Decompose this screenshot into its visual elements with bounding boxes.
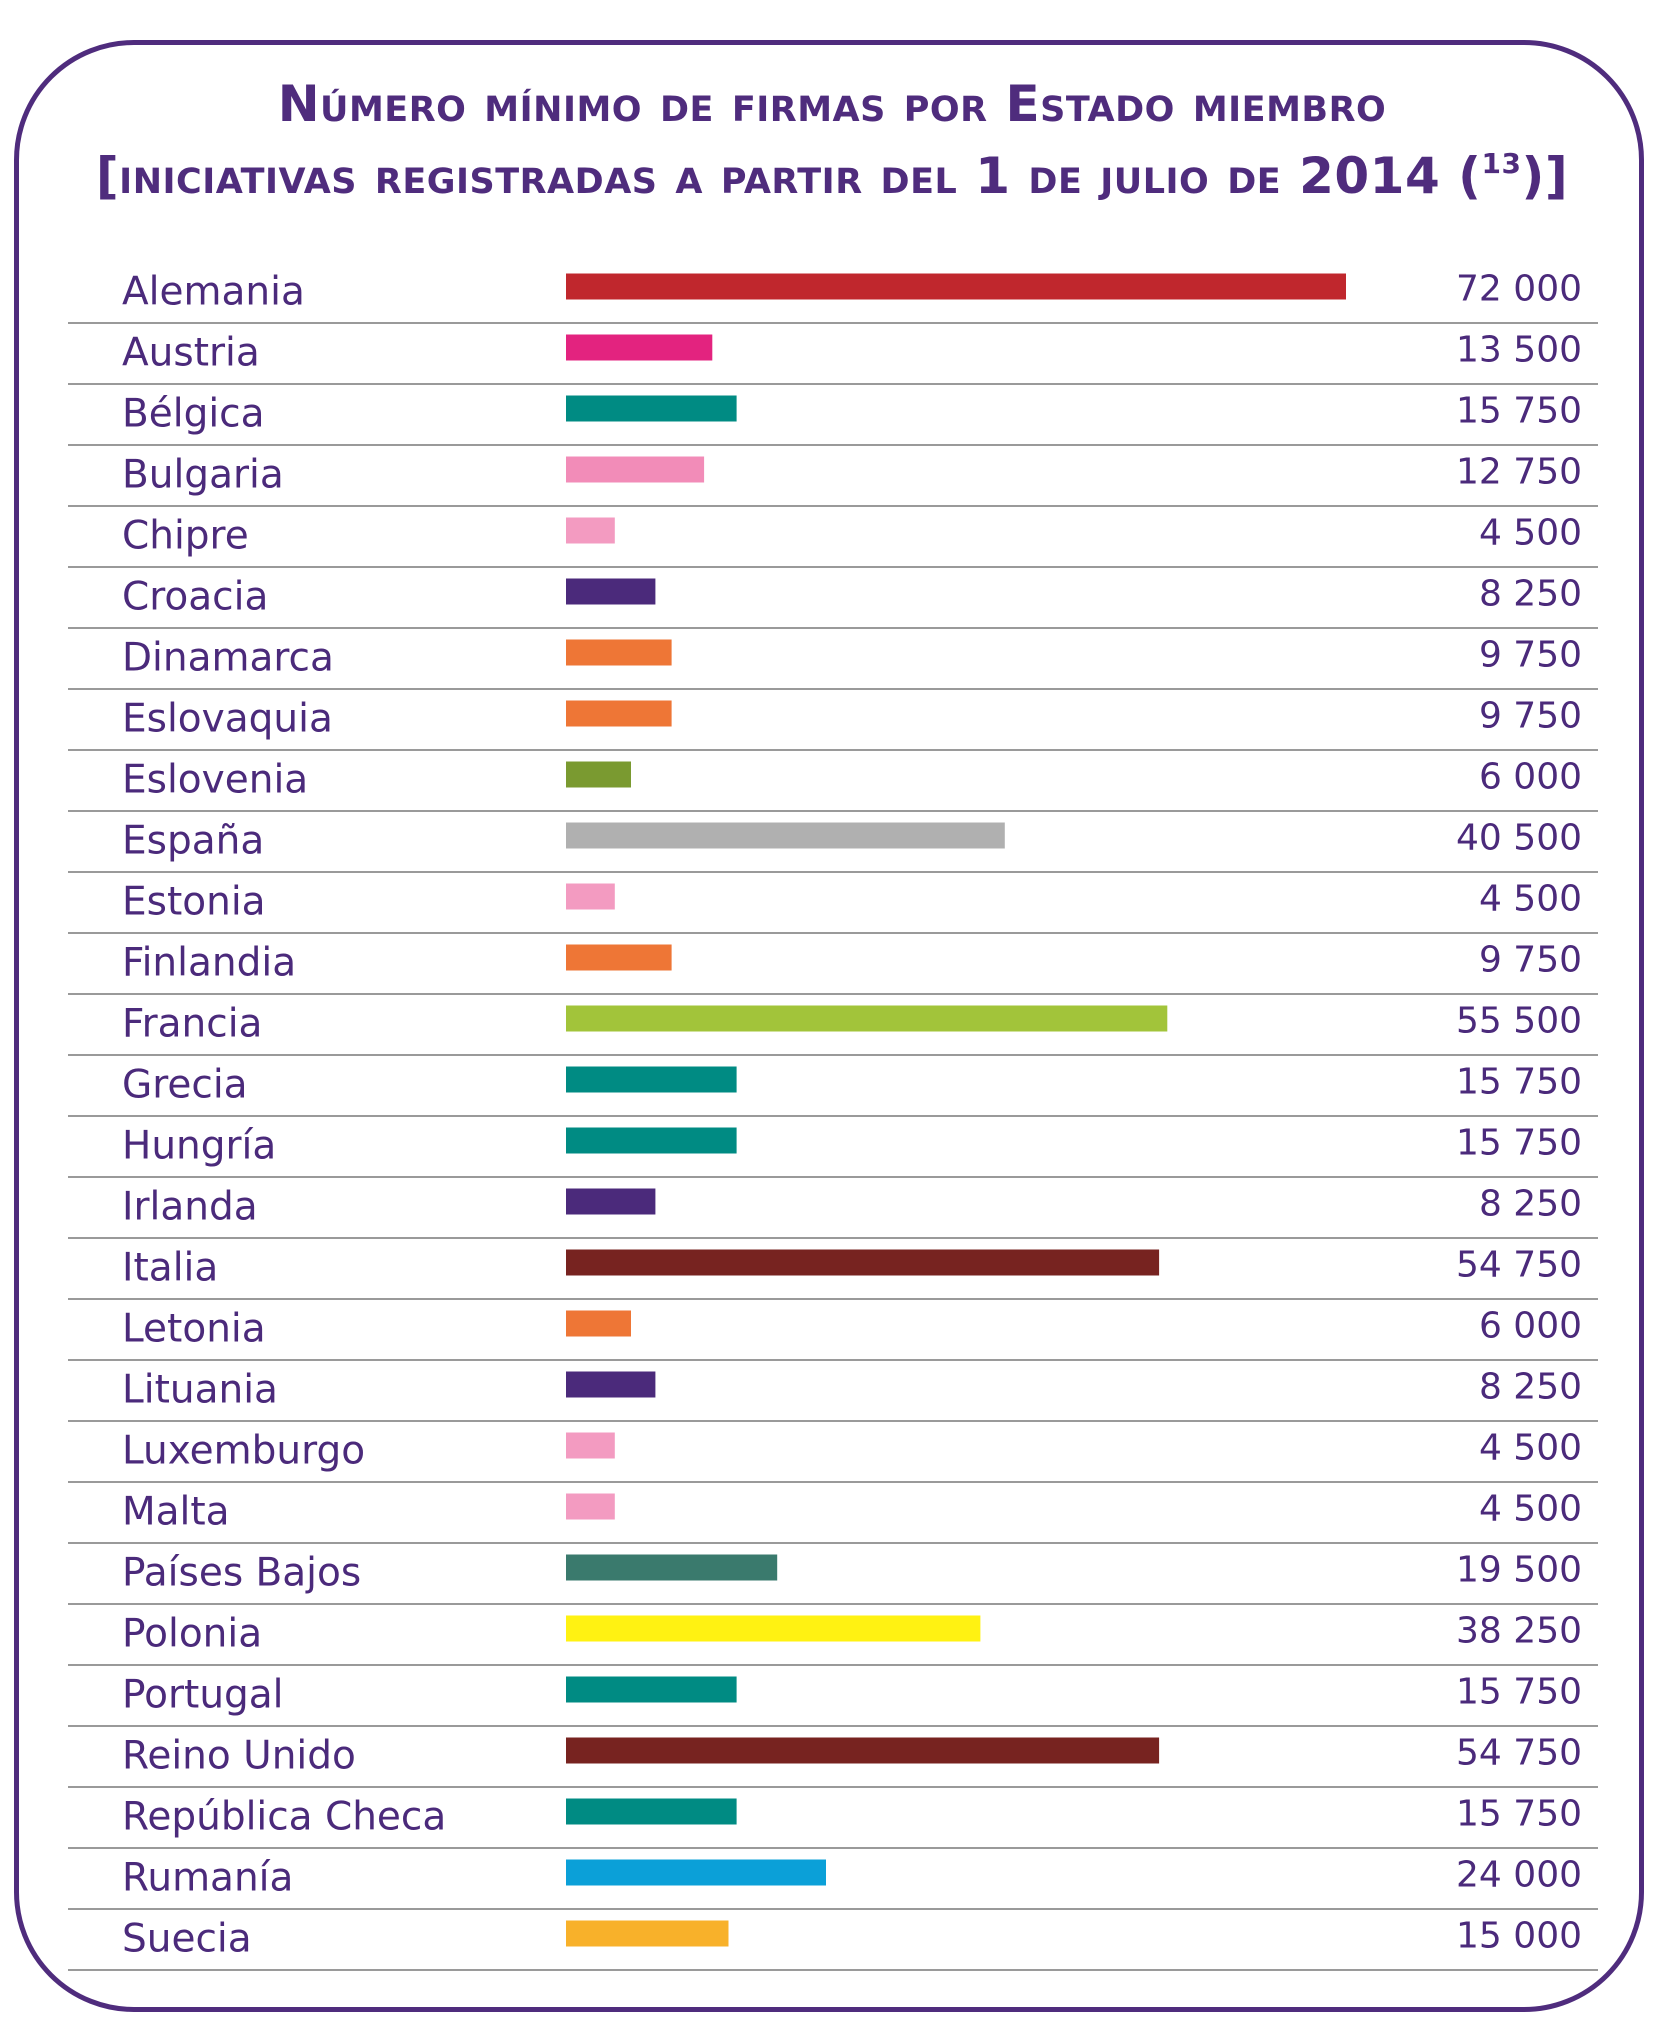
category-label: Bélgica xyxy=(122,392,265,437)
bar xyxy=(566,883,615,910)
footnote-marker: 13 xyxy=(1481,147,1522,180)
bar xyxy=(566,1188,656,1215)
category-label: Chipre xyxy=(122,514,249,559)
bar xyxy=(566,334,713,361)
value-label: 4 500 xyxy=(1479,1428,1582,1469)
value-label: 15 750 xyxy=(1456,1672,1582,1713)
value-label: 8 250 xyxy=(1479,1184,1582,1225)
value-label: 4 500 xyxy=(1479,513,1582,554)
value-label: 15 750 xyxy=(1456,1062,1582,1103)
value-label: 15 000 xyxy=(1456,1916,1582,1957)
chart-title: Número mínimo de firmas por Estado miemb… xyxy=(0,68,1664,212)
value-label: 8 250 xyxy=(1479,574,1582,615)
title-line-2-text: [iniciativas registradas a partir del 1 … xyxy=(95,147,1482,205)
bar xyxy=(566,395,737,422)
value-label: 24 000 xyxy=(1456,1855,1582,1896)
category-label: Portugal xyxy=(122,1673,284,1718)
category-label: Irlanda xyxy=(122,1185,258,1230)
value-label: 6 000 xyxy=(1479,1306,1582,1347)
bar xyxy=(566,273,1346,300)
value-label: 72 000 xyxy=(1456,269,1582,310)
value-label: 15 750 xyxy=(1456,1794,1582,1835)
category-label: Francia xyxy=(122,1002,262,1047)
value-label: 8 250 xyxy=(1479,1367,1582,1408)
category-label: Países Bajos xyxy=(122,1551,361,1596)
value-label: 54 750 xyxy=(1456,1245,1582,1286)
category-label: España xyxy=(122,819,264,864)
bar xyxy=(566,456,705,483)
bar xyxy=(566,1005,1168,1032)
bar xyxy=(566,1737,1160,1764)
bar xyxy=(566,1432,615,1459)
category-label: Eslovaquia xyxy=(122,697,333,742)
category-label: Finlandia xyxy=(122,941,296,986)
category-label: Grecia xyxy=(122,1063,248,1108)
category-label: Alemania xyxy=(122,270,305,315)
bar xyxy=(566,1676,737,1703)
category-label: Suecia xyxy=(122,1917,252,1962)
bar xyxy=(566,822,1005,849)
category-label: Croacia xyxy=(122,575,268,620)
category-label: Lituania xyxy=(122,1368,278,1413)
category-label: República Checa xyxy=(122,1795,446,1840)
value-label: 4 500 xyxy=(1479,1489,1582,1530)
title-line-1: Número mínimo de firmas por Estado miemb… xyxy=(277,75,1387,133)
value-label: 15 750 xyxy=(1456,1123,1582,1164)
value-label: 40 500 xyxy=(1456,818,1582,859)
bar xyxy=(566,578,656,605)
value-label: 38 250 xyxy=(1456,1611,1582,1652)
value-label: 15 750 xyxy=(1456,391,1582,432)
category-label: Reino Unido xyxy=(122,1734,356,1779)
category-label: Austria xyxy=(122,331,260,376)
bar xyxy=(566,1920,729,1947)
bar xyxy=(566,1554,778,1581)
bar xyxy=(566,1615,981,1642)
category-label: Letonia xyxy=(122,1307,266,1352)
title-line-2: [iniciativas registradas a partir del 1 … xyxy=(0,140,1664,212)
category-label: Dinamarca xyxy=(122,636,334,681)
bar xyxy=(566,1493,615,1520)
value-label: 54 750 xyxy=(1456,1733,1582,1774)
value-label: 13 500 xyxy=(1456,330,1582,371)
bar xyxy=(566,1371,656,1398)
bar xyxy=(566,1310,631,1337)
value-label: 4 500 xyxy=(1479,879,1582,920)
category-label: Bulgaria xyxy=(122,453,284,498)
category-label: Italia xyxy=(122,1246,218,1291)
bar xyxy=(566,1127,737,1154)
category-label: Luxemburgo xyxy=(122,1429,365,1474)
category-label: Hungría xyxy=(122,1124,276,1169)
category-label: Eslovenia xyxy=(122,758,308,803)
category-label: Polonia xyxy=(122,1612,262,1657)
category-label: Estonia xyxy=(122,880,266,925)
bar xyxy=(566,944,672,971)
bar xyxy=(566,1066,737,1093)
value-label: 9 750 xyxy=(1479,696,1582,737)
bar xyxy=(566,761,631,788)
value-label: 12 750 xyxy=(1456,452,1582,493)
value-label: 9 750 xyxy=(1479,635,1582,676)
bar xyxy=(566,1798,737,1825)
rounded-frame xyxy=(14,40,1644,2012)
bar xyxy=(566,1249,1160,1276)
bar xyxy=(566,517,615,544)
title-line-2-end: )] xyxy=(1521,147,1569,205)
category-label: Rumanía xyxy=(122,1856,293,1901)
value-label: 6 000 xyxy=(1479,757,1582,798)
bar xyxy=(566,639,672,666)
bar xyxy=(566,1859,826,1886)
bar xyxy=(566,700,672,727)
value-label: 55 500 xyxy=(1456,1001,1582,1042)
value-label: 9 750 xyxy=(1479,940,1582,981)
category-label: Malta xyxy=(122,1490,230,1535)
value-label: 19 500 xyxy=(1456,1550,1582,1591)
